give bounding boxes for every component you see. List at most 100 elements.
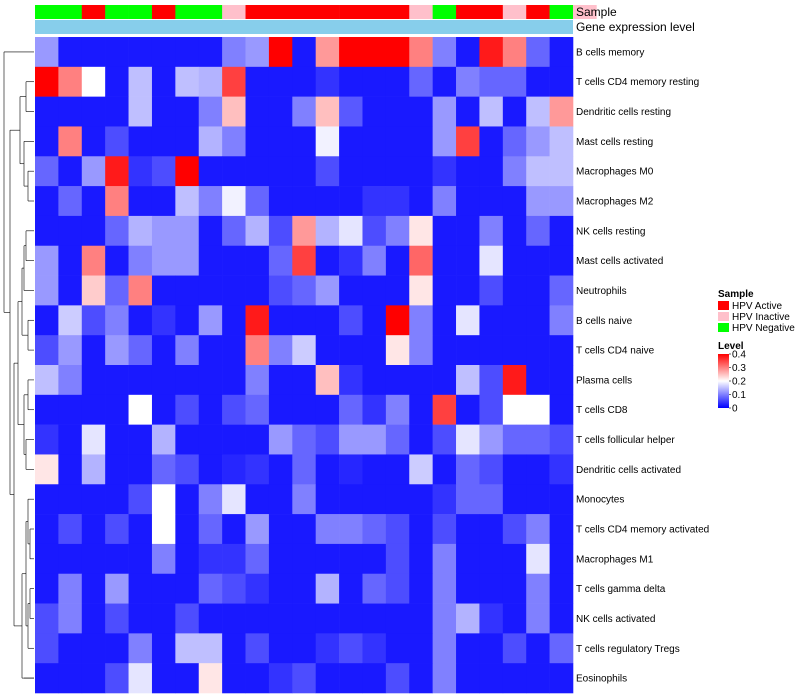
heatmap-cell: [35, 186, 59, 217]
row-label: T cells gamma delta: [576, 584, 666, 595]
heatmap-cell: [105, 424, 129, 455]
heatmap-cell: [315, 335, 340, 366]
sample-annotation-cell: [315, 5, 340, 19]
heatmap-cell: [105, 633, 129, 664]
heatmap-cell: [362, 335, 387, 366]
heatmap-cell: [502, 275, 527, 306]
heatmap-cell: [385, 454, 410, 485]
heatmap-cell: [362, 365, 387, 396]
heatmap-cell: [105, 394, 129, 425]
row-label: Eosinophils: [576, 674, 627, 685]
heatmap-cell: [292, 573, 316, 604]
heatmap-cell: [128, 126, 153, 157]
heatmap-cell: [151, 245, 176, 276]
legend-level-tick-label: 0: [732, 404, 738, 415]
heatmap-cell: [315, 66, 340, 97]
heatmap-cell: [151, 66, 176, 97]
annotation-label-sample: Sample: [576, 5, 617, 19]
heatmap-cell: [245, 37, 270, 68]
heatmap-cell: [35, 454, 59, 485]
heatmap-cell: [81, 514, 106, 545]
heatmap-cell: [339, 424, 363, 455]
heatmap-cell: [339, 514, 363, 545]
annotation-label-gene-expression: Gene expression level: [576, 20, 695, 34]
heatmap-cell: [315, 126, 340, 157]
heatmap-cell: [222, 424, 246, 455]
heatmap-cell: [385, 37, 410, 68]
heatmap-cell: [292, 424, 316, 455]
heatmap-cell: [268, 484, 293, 515]
heatmap-cell: [315, 365, 340, 396]
heatmap-cell: [105, 305, 129, 336]
heatmap-cell: [409, 365, 433, 396]
heatmap-cell: [502, 335, 527, 366]
heatmap-cell: [81, 394, 106, 425]
heatmap-cell: [549, 663, 574, 694]
heatmap-cell: [222, 126, 246, 157]
heatmap-cell: [456, 633, 480, 664]
heatmap-cell: [35, 484, 59, 515]
heatmap-cell: [385, 335, 410, 366]
heatmap-cell: [81, 305, 106, 336]
heatmap-cell: [58, 37, 83, 68]
heatmap-cell: [362, 603, 387, 634]
heatmap-cell: [105, 126, 129, 157]
heatmap-cell: [385, 603, 410, 634]
heatmap-cell: [339, 66, 363, 97]
heatmap-cell: [456, 454, 480, 485]
heatmap-cell: [362, 633, 387, 664]
heatmap-cell: [128, 335, 153, 366]
heatmap-cell: [105, 335, 129, 366]
heatmap-cell: [128, 603, 153, 634]
heatmap-cell: [175, 543, 200, 575]
heatmap-cell: [385, 156, 410, 187]
heatmap-cell: [245, 573, 270, 604]
heatmap-cell: [385, 514, 410, 545]
heatmap-cell: [35, 37, 59, 68]
heatmap-cell: [502, 186, 527, 217]
heatmap-cell: [362, 514, 387, 545]
heatmap-cell: [456, 603, 480, 634]
heatmap-cell: [222, 573, 246, 604]
heatmap-cell: [105, 484, 129, 515]
heatmap-cell: [456, 543, 480, 575]
heatmap-cell: [128, 573, 153, 604]
heatmap-cell: [292, 454, 316, 485]
row-dendrogram: [3, 51, 34, 679]
heatmap-cell: [526, 96, 550, 127]
heatmap-cell: [315, 424, 340, 455]
sample-annotation-cell: [245, 5, 270, 19]
heatmap-cell: [81, 484, 106, 515]
sample-annotation-cell: [409, 5, 433, 19]
heatmap-cell: [409, 96, 433, 127]
heatmap-cell: [549, 126, 574, 157]
heatmap-cell: [479, 156, 504, 187]
row-label: Mast cells resting: [576, 137, 653, 148]
sample-annotation-cell: [198, 5, 223, 19]
heatmap-cell: [409, 484, 433, 515]
heatmap-cell: [432, 573, 457, 604]
heatmap-cell: [549, 305, 574, 336]
row-label: Dendritic cells resting: [576, 107, 671, 118]
heatmap-cell: [479, 514, 504, 545]
heatmap-cell: [58, 573, 83, 604]
heatmap-cell: [456, 186, 480, 217]
heatmap-cell: [35, 514, 59, 545]
heatmap-cell: [81, 365, 106, 396]
heatmap-cell: [362, 663, 387, 694]
row-label: T cells CD4 memory resting: [576, 77, 699, 88]
heatmap-cell: [292, 245, 316, 276]
heatmap-cell: [315, 603, 340, 634]
heatmap-cell: [151, 275, 176, 306]
sample-annotation-cell: [268, 5, 293, 19]
heatmap-cell: [432, 633, 457, 664]
heatmap-cell: [292, 186, 316, 217]
heatmap-cell: [549, 394, 574, 425]
heatmap-cell: [105, 156, 129, 187]
heatmap-cell: [151, 514, 176, 545]
heatmap-cell: [479, 484, 504, 515]
heatmap-cell: [339, 335, 363, 366]
heatmap-cell: [128, 305, 153, 336]
heatmap-cell: [245, 454, 270, 485]
heatmap-cell: [479, 543, 504, 575]
